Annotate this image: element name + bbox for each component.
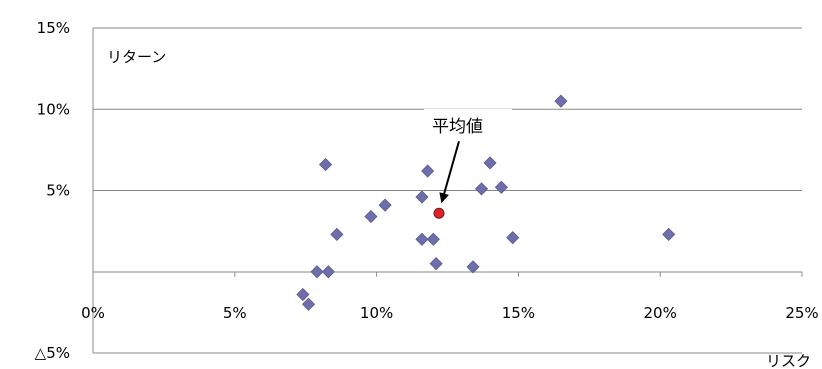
x-tick-label: 25% bbox=[785, 304, 818, 322]
annotation-background bbox=[424, 109, 512, 141]
x-tick-label: 10% bbox=[360, 304, 393, 322]
data-points bbox=[296, 94, 676, 311]
scatter-point bbox=[415, 190, 429, 204]
gridlines bbox=[93, 27, 802, 354]
average-annotation: 平均値 bbox=[424, 109, 512, 141]
y-axis-title: リターン bbox=[107, 48, 166, 66]
y-tick-label: 5% bbox=[46, 182, 70, 200]
scatter-point bbox=[429, 257, 443, 271]
scatter-point bbox=[415, 232, 429, 246]
scatter-point bbox=[421, 164, 435, 178]
scatter-point bbox=[296, 287, 310, 302]
y-tick-label: 15% bbox=[37, 19, 70, 37]
scatter-point bbox=[318, 157, 333, 172]
scatter-point bbox=[426, 232, 440, 246]
tick-labels: 0% 5% 10% 15% 20% 25% 15% 10% 5% △5% bbox=[35, 19, 819, 362]
scatter-point bbox=[466, 260, 480, 274]
y-tick-label: 10% bbox=[37, 100, 70, 118]
axis-titles: リターン リスク bbox=[107, 48, 811, 369]
scatter-point bbox=[662, 227, 676, 241]
scatter-point bbox=[554, 94, 568, 108]
x-axis-title: リスク bbox=[766, 352, 811, 369]
scatter-point bbox=[494, 180, 508, 194]
scatter-point bbox=[310, 265, 324, 279]
y-tick-label: △5% bbox=[35, 344, 70, 362]
axes bbox=[92, 28, 802, 353]
scatter-point bbox=[483, 156, 497, 170]
x-tick-label: 5% bbox=[223, 304, 247, 322]
annotation-arrow bbox=[439, 140, 460, 204]
scatter-point bbox=[364, 209, 378, 224]
annotation-label: 平均値 bbox=[432, 117, 483, 137]
x-tick-label: 0% bbox=[81, 304, 105, 322]
scatter-point bbox=[330, 227, 344, 241]
scatter-point bbox=[301, 297, 316, 311]
scatter-point bbox=[506, 231, 520, 245]
x-tick-label: 20% bbox=[644, 304, 677, 322]
scatter-point bbox=[378, 198, 392, 212]
average-point bbox=[433, 207, 445, 219]
scatter-point bbox=[321, 265, 335, 279]
x-tick-label: 15% bbox=[502, 304, 535, 322]
scatter-point bbox=[474, 182, 489, 196]
